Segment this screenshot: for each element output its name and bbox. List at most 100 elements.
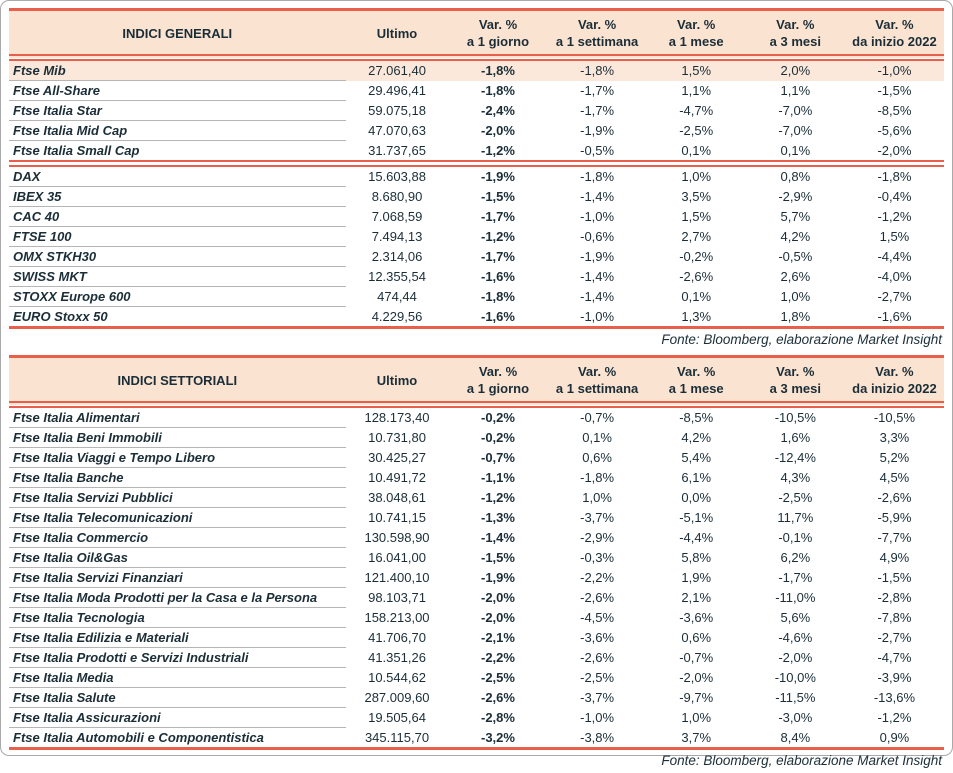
table-row: Ftse Italia Oil&Gas 16.041,00 -1,5% -0,3% 5,… [9,547,944,568]
var-da-inizio-2022-cell: -1,2% [877,710,912,725]
var-da-inizio-2022-cell: -7,8% [877,610,912,625]
index-name-cell: Ftse Italia Commercio [9,527,346,548]
var-1-settimana-cell: -1,0% [580,308,615,324]
var-3-mesi-cell: 1,6% [780,430,811,445]
table-title-indici-generali: INDICI GENERALI [9,9,346,61]
var-label: Var. % [875,17,914,32]
var-da-inizio-2022-cell: -2,6% [877,490,912,505]
ultimo-value-cell: 29.496,41 [368,83,426,98]
index-name-cell: DAX [9,160,346,187]
var-3-mesi-cell: -11,0% [775,590,816,605]
var-1-settimana-cell: -2,6% [580,590,615,605]
var-1-giorno-cell: -1,9% [448,160,548,187]
var-1-mese-cell: 0,1% [681,289,712,304]
var-1-settimana-cell: -3,7% [580,510,615,525]
var-label: Var. % [776,17,815,32]
var-1-mese-cell: 3,7% [681,729,712,745]
var-da-inizio-2022-cell: -3,9% [877,670,912,685]
indici-settoriali-table: INDICI SETTORIALI Ultimo Var. % a 1 gior… [9,355,944,750]
var-1-mese-cell: 3,5% [681,189,712,204]
var-1-giorno-cell: -1,2% [481,229,515,244]
index-name-cell: EURO Stoxx 50 [13,309,108,324]
var-sublabel: da inizio 2022 [852,381,937,396]
var-1-giorno-cell: -2,0% [481,610,515,625]
var-da-inizio-2022-cell: -10,5% [873,410,916,426]
var-1-mese-cell: -2,6% [679,269,714,284]
ultimo-value-cell: 121.400,10 [364,570,430,585]
var-3-mesi-cell: 6,2% [780,550,811,565]
ultimo-value-cell: 2.314,06 [371,249,423,264]
var-1-settimana-cell: 0,1% [582,430,612,445]
var-1-giorno-cell: -1,4% [481,530,515,545]
column-header-var-da-inizio-2022: Var. % da inizio 2022 [844,9,944,61]
ultimo-value-cell: 128.173,40 [364,410,430,426]
var-1-mese-cell: -8,5% [679,410,714,426]
var-1-giorno-cell: -1,2% [481,490,515,505]
column-header-var-3-mesi: Var. % a 3 mesi [745,356,845,408]
var-1-settimana-cell: -1,0% [580,209,615,224]
table-row: Ftse Italia Media 10.544,62 -2,5% -2,5% -2,0… [9,667,944,688]
var-1-mese-cell: 5,4% [681,450,712,465]
var-1-giorno-cell: -1,7% [481,209,515,224]
var-3-mesi-cell: 0,1% [780,142,811,158]
var-1-giorno-cell: -2,0% [481,123,515,138]
var-1-settimana-cell: -3,6% [580,630,615,645]
ultimo-value-cell: 130.598,90 [364,530,430,545]
column-header-var-da-inizio-2022: Var. % da inizio 2022 [844,356,944,408]
index-name-cell: Ftse Italia Assicurazioni [9,707,346,728]
var-3-mesi-cell: -10,0% [774,670,816,685]
var-sublabel: a 1 settimana [555,381,639,396]
column-header-ultimo: Ultimo [345,356,449,408]
ultimo-value-cell: 10.731,80 [368,430,426,445]
index-name-cell: Ftse Italia Star [9,100,346,121]
var-1-giorno-cell: -2,8% [481,710,515,725]
var-3-mesi-cell: -3,0% [778,710,813,725]
indici-settoriali-header: INDICI SETTORIALI Ultimo Var. % a 1 gior… [9,356,944,408]
var-label: Var. % [677,17,716,32]
var-da-inizio-2022-cell: 4,9% [879,550,910,565]
var-1-settimana-cell: -1,7% [580,83,615,98]
var-1-mese-cell: -3,6% [679,610,714,625]
var-1-settimana-cell: -2,6% [580,650,615,665]
index-name-cell: OMX STKH30 [9,246,346,267]
var-3-mesi-cell: -2,0% [778,650,813,665]
var-1-mese-cell: 1,5% [681,209,712,224]
ultimo-value-cell: 12.355,54 [368,269,426,284]
header-row: INDICI GENERALI Ultimo Var. % a 1 giorno… [9,9,944,61]
ultimo-value-cell: 27.061,40 [345,57,449,81]
ultimo-value-cell: 158.213,00 [364,610,430,625]
table-row: Ftse Italia Servizi Finanziari 121.400,10… [9,567,944,588]
var-da-inizio-2022-cell: -2,0% [877,142,912,158]
var-da-inizio-2022-cell: -5,6% [877,123,912,138]
ultimo-value-cell: 10.491,72 [368,470,426,485]
header-row: INDICI SETTORIALI Ultimo Var. % a 1 gior… [9,356,944,408]
var-1-giorno-cell: -1,8% [448,57,548,81]
var-1-settimana-cell: -0,3% [580,550,615,565]
var-1-mese-cell: 4,2% [681,430,712,445]
table-row: Ftse Italia Moda Prodotti per la Casa e … [9,587,944,608]
table-row: Ftse Italia Assicurazioni 19.505,64 -2,8% -… [9,707,944,728]
var-3-mesi-cell: 5,6% [780,610,811,625]
var-3-mesi-cell: -10,5% [774,410,816,426]
indici-generali-header: INDICI GENERALI Ultimo Var. % a 1 giorno… [9,9,944,61]
ultimo-value-cell: 10.544,62 [368,670,426,685]
var-1-giorno-cell: -1,3% [481,510,515,525]
var-3-mesi-cell: 1,0% [780,289,811,304]
var-1-mese-cell: -5,1% [679,510,714,525]
var-1-giorno-cell: -1,8% [481,289,515,304]
index-name-cell: Ftse All-Share [9,80,346,101]
var-1-mese-cell: -2,5% [679,123,714,138]
var-1-mese-cell: -4,7% [679,103,714,118]
index-name-cell: Ftse Italia Small Cap [13,143,140,158]
table-row: Ftse Italia Beni Immobili 10.731,80 -0,2% 0… [9,427,944,448]
var-3-mesi-cell: 8,4% [780,729,811,745]
column-header-var-1-mese: Var. % a 1 mese [646,356,746,408]
table-row: Ftse Italia Telecomunicazioni 10.741,15 -1… [9,507,944,528]
table-row: Ftse Italia Banche 10.491,72 -1,1% -1,8% 6,1… [9,467,944,488]
var-da-inizio-2022-cell: 5,2% [879,450,910,465]
var-1-settimana-cell: -1,8% [580,470,615,485]
var-1-settimana-cell: -0,7% [580,410,615,426]
table-row: Ftse Italia Automobili e Componentistica… [9,728,944,749]
index-name-cell: Ftse Italia Mid Cap [9,120,346,141]
var-1-giorno-cell: -2,6% [481,690,515,705]
